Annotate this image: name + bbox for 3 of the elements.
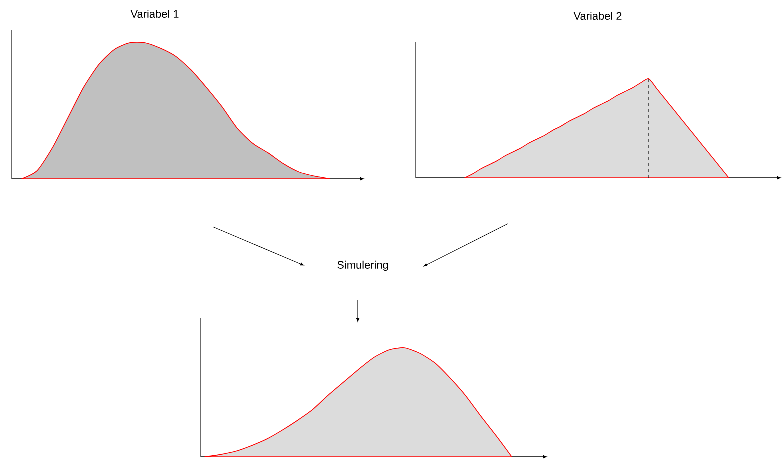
chart-title: Variabel 2 <box>574 12 622 20</box>
chart-title: Simulering <box>338 260 388 272</box>
chart-title: Variabel 1 <box>130 10 179 18</box>
